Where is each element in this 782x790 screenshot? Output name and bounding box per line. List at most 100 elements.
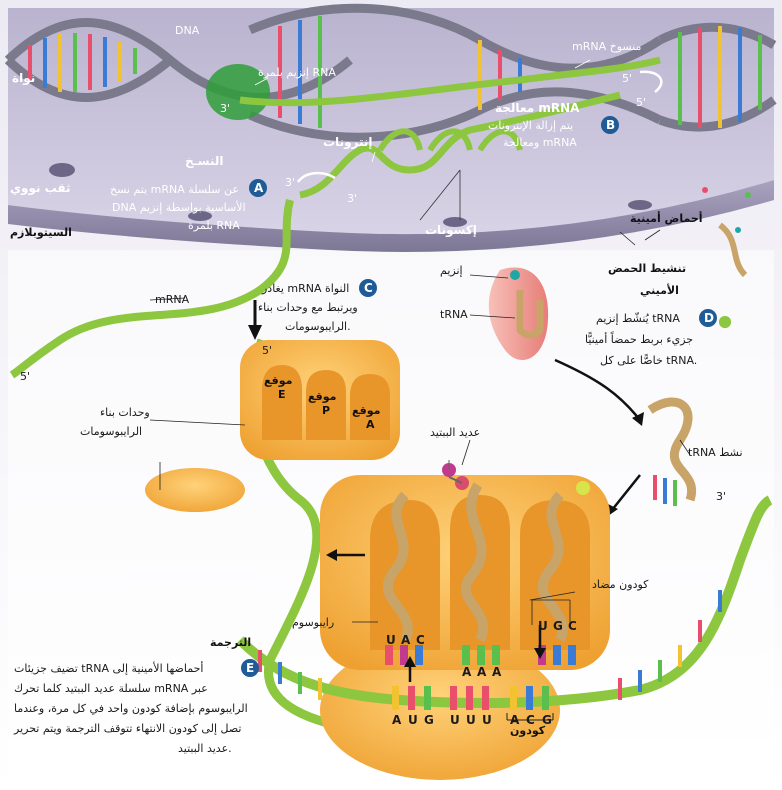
anticodon-middle-1: A xyxy=(462,665,472,679)
mrna-base-5: U xyxy=(466,713,476,727)
mrna-base-9: G xyxy=(542,713,552,727)
polypeptide-label: عديد الببتيد xyxy=(430,426,480,439)
step-a-badge xyxy=(249,179,267,197)
mrna-base-8: C xyxy=(526,713,535,727)
step-a-letter: A xyxy=(254,181,264,195)
step-e-line4: تصل إلى كودون الانتهاء تتوقف الترجمة ويت… xyxy=(13,722,241,735)
five-prime-a: 5' xyxy=(622,72,632,85)
ribosome-small-body xyxy=(320,640,560,780)
site-e-word: موقع xyxy=(264,374,292,387)
exons-label: إكسونات xyxy=(425,223,477,238)
mrna-cytoplasm-strand xyxy=(9,199,294,379)
step-a-line3: بلمرة RNA xyxy=(188,219,240,232)
nuclear-pore xyxy=(49,163,75,177)
anticodon-label: كودون مضاد xyxy=(592,578,649,591)
cytoplasm-label: السيتوبلازم xyxy=(10,226,72,239)
nuclear-envelope xyxy=(8,180,774,252)
mrna-translation-strand xyxy=(236,495,773,708)
step-d-line3: خاصًّا على كل tRNA. xyxy=(600,353,697,367)
step-c-letter: C xyxy=(364,281,373,295)
step-d-letter: D xyxy=(704,311,714,325)
site-p-word: موقع xyxy=(308,390,336,403)
ribosome-subunits-line2: الرايبوسومات xyxy=(80,425,142,438)
mrna-base-6: U xyxy=(482,713,492,727)
mrna-base-7: A xyxy=(510,713,520,727)
step-b-line1: يتم إزالة الإنترونات xyxy=(488,119,573,132)
site-e-letter: E xyxy=(278,388,286,401)
step-c-badge xyxy=(359,279,377,297)
ribosome-small-subunit xyxy=(145,468,245,512)
anticodon-right-1: U xyxy=(538,619,548,633)
amino-activation-line2: الأميني xyxy=(640,283,679,297)
processing-arrow xyxy=(639,70,663,93)
step-b-letter: B xyxy=(606,118,615,132)
anticodon-right-3: C xyxy=(568,619,577,633)
dna-helix xyxy=(4,3,777,142)
mrna-processing-label: معالجة mRNA xyxy=(495,101,580,115)
rna-polymerase xyxy=(206,64,270,120)
step-e-line1: تضيف جزيئات tRNA أحماضها الأمينية إلى xyxy=(14,661,203,675)
activation-arrow xyxy=(554,358,641,421)
step-b-line2: ومعالجة mRNA xyxy=(503,136,577,149)
step-a-line1: يتم نسخ mRNA عن سلسلة xyxy=(110,183,239,196)
step-c-line3: الرايبوسومات. xyxy=(285,320,351,333)
transcription-title: النسـخ xyxy=(185,154,223,168)
codon-label: كودون xyxy=(510,724,546,737)
step-d-line2: جزيء بربط حمضاً أمينيًّا xyxy=(585,331,693,346)
step-a-line2: DNA الأساسية بواسطة إنزيم xyxy=(112,200,246,214)
ribosome-large-subunit xyxy=(240,340,400,460)
rna-polymerase-label: إنزيم بلمرة RNA xyxy=(258,66,336,79)
three-prime-dna: 3' xyxy=(220,102,230,115)
anticodon-middle-2: A xyxy=(477,665,487,679)
five-prime-f: 5' xyxy=(20,370,30,383)
mrna-comb xyxy=(258,590,722,700)
mrna-transcribed-label: mRNA منسوخ xyxy=(572,40,642,53)
site-a-letter: A xyxy=(366,418,375,431)
anticodon-left-3: C xyxy=(416,633,425,647)
three-prime-c: 3' xyxy=(285,176,295,189)
translation-title: الترجمة xyxy=(210,636,251,649)
mrna-base-3: G xyxy=(424,713,434,727)
step-c-line1: يغادر mRNA النواة xyxy=(261,282,349,295)
site-e xyxy=(262,365,302,440)
ribosome-subunits-line1: وحدات بناء xyxy=(100,406,150,419)
step-e-line2: سلسلة عديد الببتيد كلما تحرك mRNA عبر xyxy=(14,682,208,695)
dna-label: DNA xyxy=(175,24,200,37)
enzyme-label: إنزيم xyxy=(440,264,463,277)
mrna-base-4: U xyxy=(450,713,460,727)
step-e-line3: الرايبوسوم بإضافة كودون واحد في كل مرة، … xyxy=(14,702,248,715)
mrna-processing-strand xyxy=(299,91,621,199)
step-e-badge xyxy=(241,659,259,677)
amino-acids-label: أحماض أمينية xyxy=(630,211,703,225)
step-c-line2: ويرتبط مع وحدات بناء xyxy=(258,301,358,314)
ribosome xyxy=(320,460,610,780)
step-e-letter: E xyxy=(246,661,254,675)
anticodon-right-2: G xyxy=(553,619,563,633)
five-prime-b: 5' xyxy=(636,96,646,109)
amino-acid-bead xyxy=(576,481,590,495)
nucleus-label: نواة xyxy=(12,71,35,86)
mrna-base-1: A xyxy=(392,713,402,727)
trna-enzyme xyxy=(488,267,549,360)
transcription-arrow xyxy=(296,171,336,183)
step-d-line1: يُنشّط إنزيم tRNA xyxy=(596,312,680,325)
step-b-badge xyxy=(601,116,619,134)
nuclear-pore-label: ثقب نووي xyxy=(10,181,71,196)
site-p-letter: P xyxy=(322,404,330,417)
ribosome-label: رايبوسوم xyxy=(292,616,334,629)
anticodon-left-1: U xyxy=(386,633,396,647)
site-a-word: موقع xyxy=(352,404,380,417)
anticodon-middle-3: A xyxy=(492,665,502,679)
three-prime-d: 3' xyxy=(347,192,357,205)
anticodon-left-2: A xyxy=(401,633,411,647)
mrna-strand-label: mRNA xyxy=(155,293,190,306)
activated-trna-label: tRNA نشط xyxy=(688,446,743,459)
three-prime-g: 3' xyxy=(716,490,726,503)
step-d-badge xyxy=(699,309,717,327)
introns-label: إنترونات xyxy=(323,135,373,150)
trna-label: tRNA xyxy=(440,308,468,321)
five-prime-e: 5' xyxy=(262,344,272,357)
codon-stubs xyxy=(392,686,549,710)
